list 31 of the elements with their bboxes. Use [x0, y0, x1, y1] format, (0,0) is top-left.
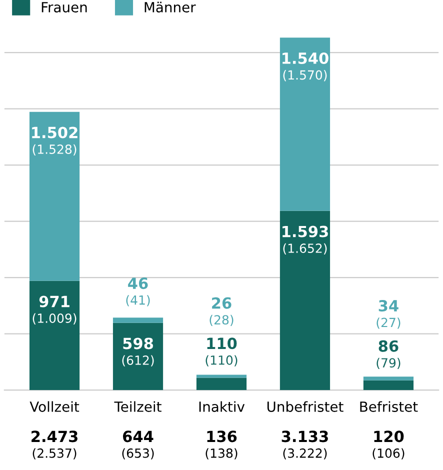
total-label: 136 (138)	[206, 430, 238, 460]
legend-label: Frauen	[42, 2, 87, 12]
x-tick-label: Vollzeit	[30, 401, 80, 412]
bar	[363, 380, 414, 390]
bar	[280, 38, 330, 211]
data-label: 971 (1.009)	[32, 296, 76, 324]
bar	[29, 280, 80, 390]
data-label: 86 (79)	[376, 340, 400, 370]
data-label: 34 (27)	[376, 300, 400, 329]
data-label: 598 (612)	[122, 338, 154, 366]
bar	[196, 378, 247, 390]
data-label: 46 (41)	[126, 278, 150, 306]
total-label: 3.133 (3.222)	[282, 430, 328, 460]
bar	[29, 112, 80, 281]
bar	[280, 210, 330, 390]
x-tick-label: Befristet	[360, 401, 418, 412]
data-label: 1.540 (1.570)	[282, 52, 328, 82]
bar	[363, 376, 414, 380]
x-tick-label: Teilzeit	[114, 401, 162, 412]
total-label: 644 (653)	[122, 430, 154, 460]
data-label: 110 (110)	[206, 338, 238, 366]
total-label: 120 (106)	[372, 430, 404, 460]
x-tick-label: Unbefristet	[267, 401, 344, 412]
data-label: 1.593 (1.652)	[282, 226, 328, 254]
x-tick-label: Inaktiv	[199, 401, 245, 412]
data-label: 1.502 (1.528)	[32, 126, 78, 156]
bar	[112, 318, 164, 323]
legend-label: Männer	[144, 2, 196, 12]
total-label: 2.473 (2.537)	[32, 430, 78, 460]
data-label: 26 (28)	[210, 297, 234, 326]
bar	[112, 322, 164, 390]
